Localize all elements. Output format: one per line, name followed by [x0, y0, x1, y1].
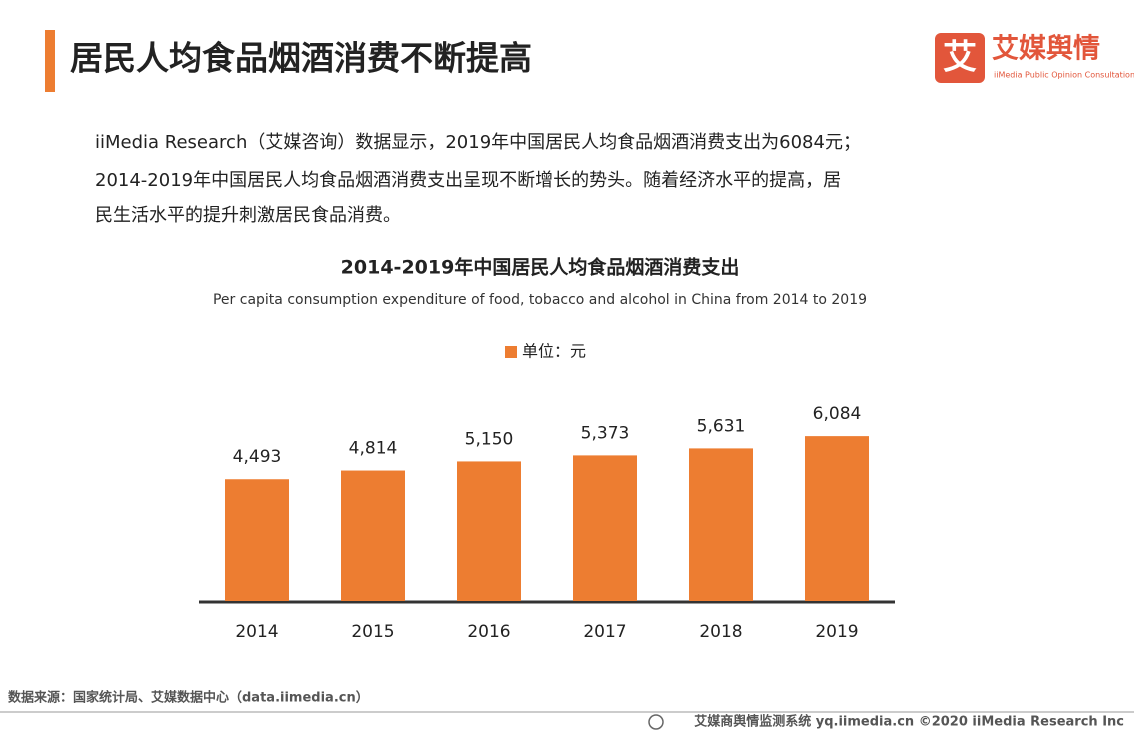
x-tick-label: 2018: [699, 622, 742, 642]
logo-icon: [935, 33, 985, 83]
value-label: 6,084: [813, 404, 862, 424]
title-accent: [45, 30, 55, 92]
value-label: 5,631: [697, 416, 746, 436]
paragraph-line: 2014-2019年中国居民人均食品烟酒消费支出呈现不断增长的势头。随着经济水平…: [95, 170, 841, 191]
bar: [225, 479, 289, 601]
bar: [457, 461, 521, 601]
paragraph-line: iiMedia Research（艾媒咨询）数据显示，2019年中国居民人均食品…: [95, 132, 861, 153]
legend-label: 单位：元: [522, 342, 586, 361]
chart-title: 2014-2019年中国居民人均食品烟酒消费支出: [341, 256, 740, 279]
value-label: 5,150: [465, 429, 514, 449]
logo-name: 艾媒舆情: [992, 33, 1100, 65]
x-tick-label: 2017: [583, 622, 626, 642]
bar: [341, 470, 405, 601]
legend-swatch: [505, 346, 517, 358]
footer-icon: [648, 714, 664, 730]
x-tick-label: 2014: [235, 622, 278, 642]
logo-mark: 艾: [943, 38, 977, 78]
source: 数据来源：国家统计局、艾媒数据中心（data.iimedia.cn）: [8, 690, 369, 706]
paragraph-line: 民生活水平的提升刺激居民食品消费。: [95, 205, 401, 226]
x-tick-label: 2015: [351, 622, 394, 642]
value-label: 4,493: [233, 447, 282, 467]
x-tick-label: 2019: [815, 622, 858, 642]
chart-subtitle: Per capita consumption expenditure of fo…: [213, 292, 867, 308]
x-tick-label: 2016: [467, 622, 510, 642]
bar: [805, 436, 869, 601]
bar: [573, 455, 637, 601]
logo-tagline: iiMedia Public Opinion Consultation: [994, 71, 1134, 80]
value-label: 4,814: [349, 439, 398, 459]
bar: [689, 448, 753, 601]
footer: 艾媒商舆情监测系统 yq.iimedia.cn ©2020 iiMedia Re…: [694, 714, 1124, 730]
value-label: 5,373: [581, 423, 630, 443]
slide-title: 居民人均食品烟酒消费不断提高: [70, 39, 532, 78]
